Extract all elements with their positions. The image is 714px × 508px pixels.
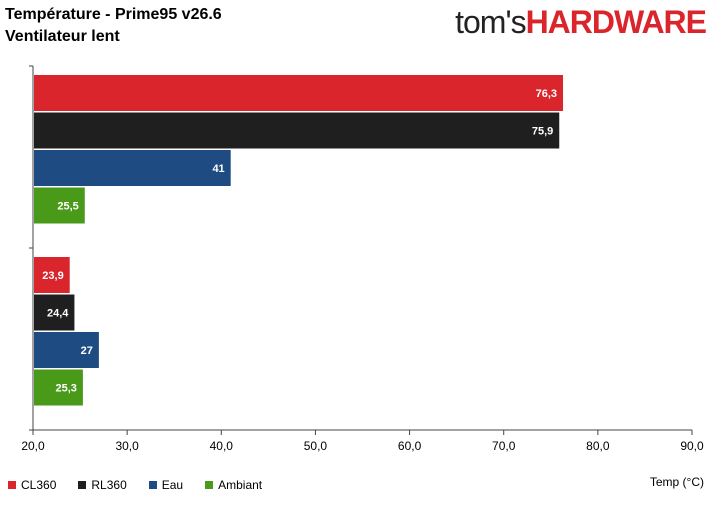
x-tick-label: 90,0 (680, 439, 704, 453)
title-line-1: Température - Prime95 v26.6 (5, 6, 222, 23)
legend-label-rl360: RL360 (91, 478, 127, 492)
toms-hardware-logo: tom'sHARDWARE (455, 2, 707, 42)
chart-title: Température - Prime95 v26.6 Ventilateur … (5, 4, 222, 48)
bar-eau (34, 332, 99, 368)
legend: CL360 RL360 Eau Ambiant (8, 478, 284, 492)
x-tick-label: 70,0 (492, 439, 516, 453)
bar-eau (34, 150, 231, 186)
x-tick-label: 20,0 (21, 439, 45, 453)
logo-part-2: HARDWARE (525, 4, 707, 40)
legend-label-cl360: CL360 (21, 478, 57, 492)
legend-label-eau: Eau (161, 478, 184, 492)
legend-item-rl360: RL360 (78, 478, 127, 492)
bar-rl360 (34, 294, 75, 331)
data-label: 41 (212, 163, 224, 175)
legend-item-ambiant: Ambiant (205, 478, 262, 492)
data-label: 75,9 (532, 126, 553, 138)
legend-item-cl360: CL360 (8, 478, 56, 492)
x-tick-label: 80,0 (586, 439, 610, 453)
legend-swatch-ambiant (205, 481, 214, 489)
logo-part-1: tom's (455, 4, 526, 40)
data-label: 23,9 (42, 270, 63, 282)
x-tick-label: 60,0 (398, 439, 422, 453)
legend-swatch-eau (148, 481, 157, 489)
title-line-2: Ventilateur lent (5, 28, 120, 45)
legend-swatch-cl360 (8, 481, 16, 489)
data-label: 27 (81, 345, 93, 357)
bar-rl360 (34, 112, 560, 149)
data-label: 25,5 (57, 201, 78, 213)
legend-item-eau: Eau (148, 478, 184, 492)
bar-ambiant (34, 187, 85, 224)
x-tick-label: 30,0 (115, 439, 139, 453)
data-label: 25,3 (55, 383, 76, 395)
legend-swatch-rl360 (78, 481, 87, 489)
legend-label-ambiant: Ambiant (218, 478, 263, 492)
bar-cl360 (34, 257, 70, 293)
x-tick-label: 50,0 (304, 439, 328, 453)
data-label: 76,3 (536, 88, 557, 100)
x-axis-label: Temp (°C) (649, 475, 704, 489)
data-label: 24,4 (47, 308, 69, 320)
bar-ambiant (34, 369, 83, 406)
bar-cl360 (34, 75, 564, 111)
x-tick-label: 40,0 (210, 439, 234, 453)
